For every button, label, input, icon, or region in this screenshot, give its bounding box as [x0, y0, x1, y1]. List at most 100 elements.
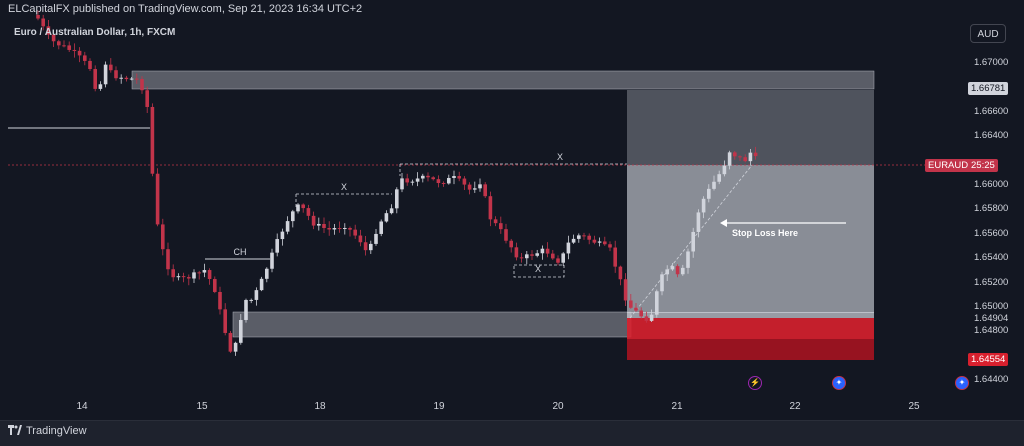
candle-body: [202, 270, 207, 273]
candle-body: [499, 223, 503, 230]
candle-body: [410, 181, 415, 183]
candle-body: [551, 253, 555, 259]
candle-body: [707, 188, 711, 199]
candle-body: [171, 269, 175, 278]
candle-body: [447, 177, 451, 184]
time-label: 25: [908, 401, 920, 412]
price-label: 1.65000: [974, 301, 1009, 312]
candle-body: [613, 247, 617, 267]
candle-body: [441, 183, 446, 185]
candle-body: [473, 188, 477, 190]
candle-body: [467, 184, 472, 190]
candle-body: [317, 223, 321, 226]
candle-body: [379, 221, 383, 234]
symbol-title[interactable]: Euro / Australian Dollar, 1h, FXCM: [14, 27, 176, 38]
stop-loss-arrow-head: [720, 219, 727, 227]
symbol-badge: EURAUD: [925, 159, 972, 172]
price-label: 1.67000: [974, 57, 1009, 68]
candle-body: [415, 178, 420, 182]
candle-body: [322, 223, 326, 228]
economic-event-icon[interactable]: ✦: [832, 376, 846, 390]
candle-body: [57, 41, 61, 46]
publish-info: ELCapitalFX published on TradingView.com…: [8, 3, 363, 15]
candle-body: [306, 208, 311, 216]
candle-body: [405, 178, 409, 183]
candle-body: [114, 70, 118, 79]
price-label: 1.64800: [974, 325, 1009, 336]
candle-body: [348, 228, 352, 230]
time-label: 22: [789, 401, 801, 412]
candle-body: [504, 229, 508, 241]
candle-body: [213, 279, 217, 292]
candle-body: [431, 177, 435, 180]
stop-loss-price-badge: 1.64554: [968, 353, 1009, 366]
candle-body: [72, 49, 77, 51]
candle-body: [187, 277, 191, 279]
candle-body: [46, 26, 51, 35]
price-label: 1.65800: [974, 203, 1009, 214]
candle-body: [618, 266, 623, 280]
candle-body: [743, 157, 747, 162]
x-box-3: [513, 264, 565, 278]
x-label-3: X: [535, 264, 541, 274]
price-label: 1.64400: [974, 374, 1009, 385]
position-profit-zone: [627, 165, 874, 313]
time-label: 18: [314, 401, 326, 412]
candle-body: [51, 34, 56, 42]
candle-body: [285, 221, 290, 232]
candle-body: [681, 267, 685, 275]
candle-body: [244, 299, 248, 320]
candle-body: [358, 235, 363, 243]
lightning-event-icon[interactable]: ⚡: [748, 376, 762, 390]
position-entry-band: [627, 312, 874, 318]
candle-body: [655, 291, 659, 315]
candle-body: [566, 242, 571, 254]
ch-label: CH: [234, 247, 247, 257]
candle-body: [582, 235, 586, 237]
footer-bar: [0, 420, 1024, 446]
candle-body: [665, 269, 669, 275]
candle-body: [223, 309, 227, 333]
candle-body: [228, 332, 233, 352]
currency-button[interactable]: AUD: [970, 24, 1006, 43]
economic-event-icon[interactable]: ✦: [955, 376, 969, 390]
candle-body: [519, 257, 524, 259]
candle-body: [77, 50, 82, 56]
candle-body: [530, 254, 534, 256]
candle-body: [597, 241, 602, 243]
candle-body: [67, 45, 71, 50]
time-label: 19: [433, 401, 445, 412]
candle-body: [483, 184, 487, 197]
stop-loss-label: Stop Loss Here: [732, 228, 798, 238]
candle-body: [649, 314, 654, 321]
tradingview-brand: TradingView: [26, 425, 87, 437]
candle-body: [691, 231, 695, 252]
candle-body: [239, 319, 243, 343]
price-axis[interactable]: [966, 20, 1024, 410]
candle-body: [332, 228, 337, 230]
price-label: 1.66000: [974, 179, 1009, 190]
candle-body: [181, 276, 186, 278]
price-label: 1.65400: [974, 252, 1009, 263]
candle-body: [701, 198, 706, 213]
candle-body: [670, 266, 675, 270]
time-label: 14: [76, 401, 88, 412]
candle-body: [155, 173, 160, 225]
candle-body: [384, 213, 389, 222]
candle-body: [369, 243, 373, 251]
time-axis[interactable]: [8, 392, 966, 416]
candle-body: [577, 235, 581, 239]
candle-body: [109, 64, 113, 71]
candle-body: [514, 247, 519, 258]
candle-body: [343, 228, 347, 230]
countdown-badge: 25:25: [968, 159, 998, 172]
candle-body: [545, 248, 550, 254]
candle-body: [218, 291, 222, 310]
candle-body: [166, 249, 170, 270]
tradingview-logo[interactable]: TradingView: [8, 425, 87, 437]
candle-body: [675, 266, 680, 275]
candle-body: [753, 152, 758, 157]
candle-body: [400, 178, 404, 190]
candle-body: [462, 178, 467, 185]
